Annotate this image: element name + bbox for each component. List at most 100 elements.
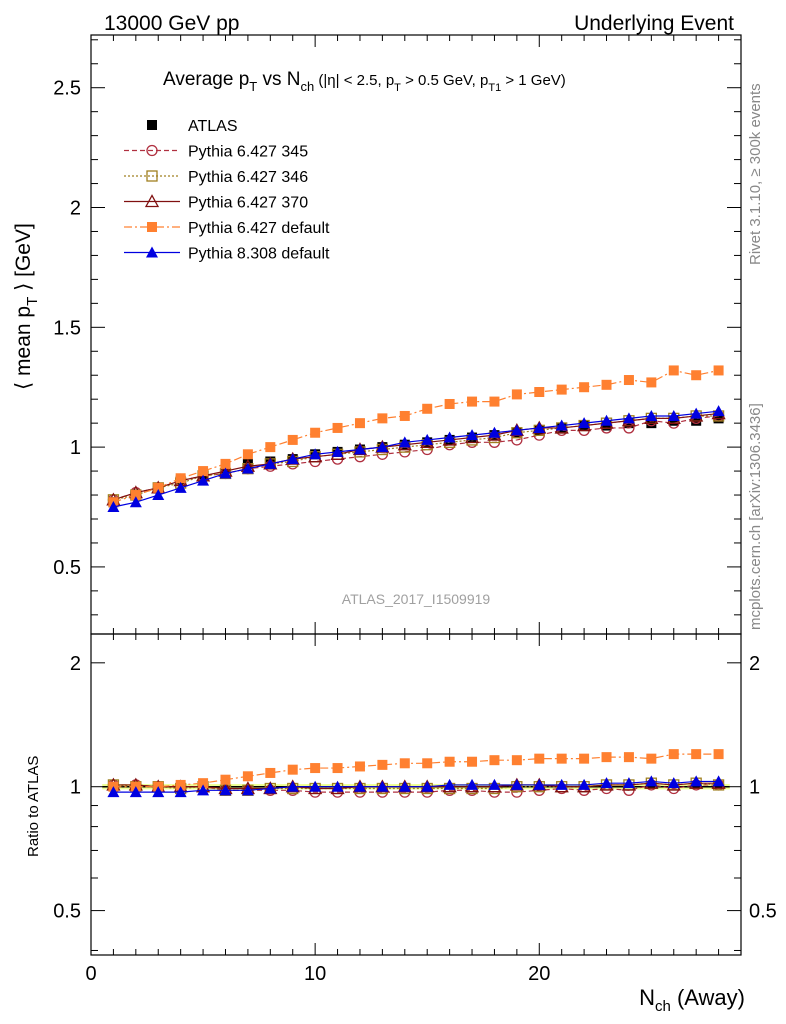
ratio-series-p6def-point: [556, 753, 567, 764]
main-series-p6def-point: [713, 365, 724, 376]
main-series-p8def-point: [690, 407, 703, 419]
ratio-series-p8def-point: [600, 777, 613, 789]
ratio-series-p8def-point: [645, 775, 658, 787]
main-series-p8def-point: [152, 489, 165, 501]
ratio-series-p8def-point: [264, 782, 277, 794]
header-left: 13000 GeV pp: [104, 12, 239, 35]
legend: ATLAS Pythia 6.427 345 Pythia 6.427 346 Pyt…: [124, 118, 330, 263]
y-tick-label: 2: [70, 198, 81, 220]
ratio-y-tick-label: 1: [70, 777, 81, 799]
main-series-p8def-point: [712, 405, 725, 417]
x-tick-label: 0: [85, 963, 96, 985]
ratio-ylabel: Ratio to ATLAS: [25, 756, 42, 857]
ratio-y-tick-label-right: 2: [749, 653, 760, 675]
main-series-p6def-point: [489, 396, 500, 407]
legend-label-p346: Pythia 6.427 346: [188, 169, 308, 186]
main-series-p8def-point: [353, 443, 366, 455]
main-series-p8def-point: [107, 501, 120, 513]
main-series-p8def-point: [466, 429, 479, 441]
ratio-series-p8def: [107, 775, 725, 798]
legend-label-atlas: ATLAS: [188, 118, 238, 135]
x-tick-label: 10: [304, 963, 326, 985]
main-series-p6def-point: [579, 382, 590, 393]
ratio-axes: 0 10 20 0.5 0.5 1 1 2 2: [53, 633, 777, 985]
main-series-p6def-point: [691, 370, 702, 381]
main-series-p6def-point: [242, 449, 253, 460]
main-series-p6def-point: [310, 427, 321, 438]
main-series-p8def-point: [398, 436, 411, 448]
ratio-series-p8def-line: [113, 780, 719, 793]
ratio-series-p6def-point: [265, 767, 276, 778]
ratio-series-p8def-point: [466, 778, 479, 790]
main-series-p6def-point: [130, 490, 141, 501]
main-series-p8def-point: [600, 414, 613, 426]
main-series-p6def-point: [354, 418, 365, 429]
ratio-series-p8def-point: [488, 778, 501, 790]
main-series: [106, 365, 726, 513]
ratio-series-p345-line: [113, 784, 719, 793]
legend-label-p370: Pythia 6.427 370: [188, 195, 308, 212]
main-series-p346-line: [113, 415, 719, 501]
ratio-series-p8def-point: [690, 775, 703, 787]
ratio-series: [106, 749, 726, 798]
main-series-p8def-point: [264, 457, 277, 469]
plot-title: Average pT vs Nch (|η| < 2.5, pT > 0.5 G…: [163, 69, 566, 94]
ratio-series-p8def-point: [555, 778, 568, 790]
ratio-series-p8def-point: [353, 780, 366, 792]
ratio-series-p6def-point: [601, 752, 612, 763]
ratio-series-p6def-point: [220, 774, 231, 785]
main-series-p6def-point: [556, 384, 567, 395]
main-series-p6def-point: [220, 458, 231, 469]
main-series-p6def-point: [511, 389, 522, 400]
main-series-p8def-point: [622, 412, 635, 424]
watermark: ATLAS_2017_I1509919: [342, 591, 491, 607]
ratio-series-p6def-point: [198, 778, 209, 789]
legend-label-p6def: Pythia 6.427 default: [188, 220, 330, 237]
ratio-plot-frame: [90, 633, 742, 956]
main-series-p6def-point: [444, 398, 455, 409]
ratio-series-p6def-point: [489, 755, 500, 766]
xlabel: Nch (Away): [639, 985, 745, 1015]
main-series-p6def-line: [113, 369, 719, 503]
main-series-p8def-point: [286, 453, 299, 465]
main-series-p8def-point: [219, 467, 232, 479]
ratio-series-p8def-point: [421, 780, 434, 792]
main-series-p6def-point: [467, 396, 478, 407]
ratio-series-p8def-point: [286, 780, 299, 792]
main-series-p6def-point: [175, 473, 186, 484]
ratio-series-p6def-point: [310, 763, 321, 774]
ratio-series-p6def-line: [113, 753, 719, 788]
ratio-series-p8def-point: [443, 778, 456, 790]
main-series-p345-line: [113, 415, 719, 501]
ratio-series-p8def-point: [510, 778, 523, 790]
ratio-series-p6def-point: [534, 753, 545, 764]
legend-marker-p370: [144, 194, 160, 208]
header-right: Underlying Event: [574, 12, 734, 35]
ratio-series-p6def-point: [422, 758, 433, 769]
y-tick-label: 2.5: [53, 78, 81, 100]
main-series-p6def-point: [623, 375, 634, 386]
ratio-series-p8def-point: [376, 780, 389, 792]
main-series-p6def-point: [377, 413, 388, 424]
main-series-p8def-point: [555, 419, 568, 431]
ratio-y-tick-label-right: 1: [749, 777, 760, 799]
ratio-series-p8def-point: [712, 775, 725, 787]
main-series-p8def-point: [510, 424, 523, 436]
main-series-p8def-point: [197, 474, 210, 486]
ratio-series-p8def-point: [667, 777, 680, 789]
rivet-label: Rivet 3.1.10, ≥ 300k events: [747, 83, 764, 265]
ratio-series-p6def-point: [287, 764, 298, 775]
ratio-series-p8def-point: [107, 786, 120, 798]
main-series-p8def-point: [533, 421, 546, 433]
ratio-series-p6def-point: [668, 749, 679, 760]
ratio-series-p6def-point: [332, 763, 343, 774]
main-series-p8def-point: [129, 496, 142, 508]
main-series-p8def-point: [645, 409, 658, 421]
ratio-series-p6def-point: [511, 755, 522, 766]
ratio-series-p6def-point: [713, 749, 724, 760]
legend-label-p8def: Pythia 8.308 default: [188, 246, 330, 263]
ratio-series-p6def-point: [399, 758, 410, 769]
ratio-y-tick-label-right: 0.5: [749, 901, 777, 923]
mcplots-label: mcplots.cern.ch [arXiv:1306.3436]: [747, 403, 764, 630]
main-series-p6def-point: [646, 377, 657, 388]
